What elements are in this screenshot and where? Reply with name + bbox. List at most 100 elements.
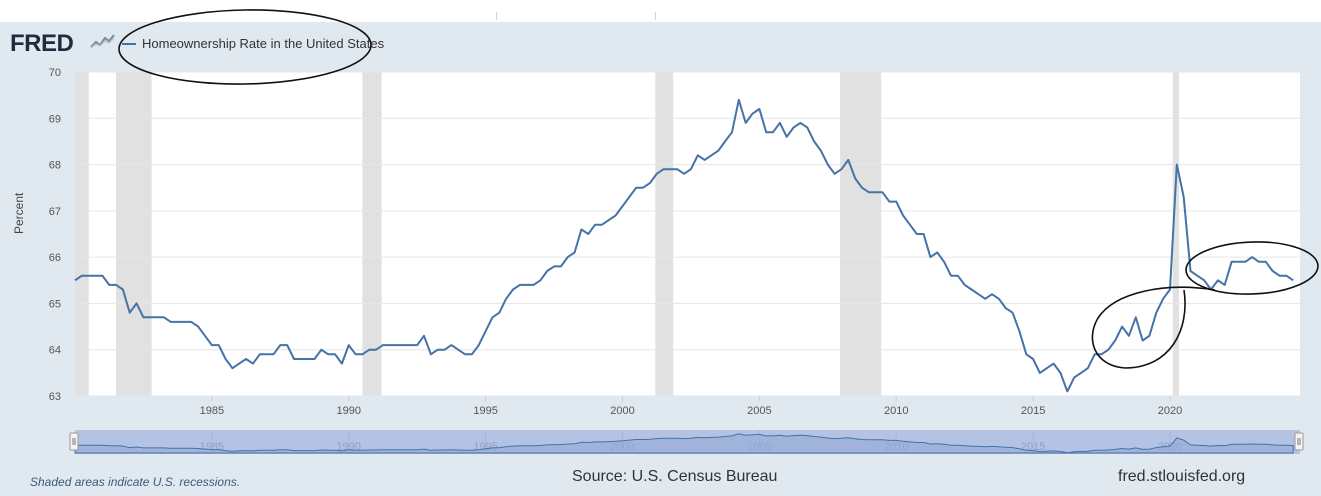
- recession-band: [1172, 72, 1180, 396]
- data-point: [265, 353, 268, 356]
- mini-chart-icon: [90, 34, 115, 49]
- data-point: [641, 186, 644, 189]
- data-point: [621, 205, 624, 208]
- legend-swatch: [122, 42, 136, 45]
- y-axis: 63 64 65 66 67 68 69 70: [49, 67, 61, 403]
- data-point: [149, 316, 152, 319]
- data-point: [792, 126, 795, 129]
- data-point: [135, 302, 138, 305]
- data-point: [970, 288, 973, 291]
- data-point: [826, 163, 829, 166]
- data-point: [765, 131, 768, 134]
- data-point: [710, 154, 713, 157]
- data-point: [689, 168, 692, 171]
- data-point: [1004, 306, 1007, 309]
- data-point: [1203, 279, 1206, 282]
- data-point: [409, 343, 412, 346]
- data-point: [477, 343, 480, 346]
- data-point: [813, 140, 816, 143]
- x-tick-label: 1995: [473, 405, 497, 417]
- navigator-right-handle[interactable]: [1294, 432, 1304, 451]
- data-point: [860, 186, 863, 189]
- data-point: [1127, 334, 1130, 337]
- data-point: [1100, 353, 1103, 356]
- data-point: [176, 320, 179, 323]
- navigator-left-handle[interactable]: [69, 432, 79, 451]
- data-point: [847, 158, 850, 161]
- data-point: [340, 362, 343, 365]
- data-point: [292, 357, 295, 360]
- data-point: [251, 362, 254, 365]
- site-url[interactable]: fred.stlouisfed.org: [1118, 468, 1246, 485]
- data-point: [272, 353, 275, 356]
- data-point: [628, 195, 631, 198]
- data-point: [956, 274, 959, 277]
- data-point: [217, 343, 220, 346]
- data-point: [422, 334, 425, 337]
- data-point: [1086, 367, 1089, 370]
- data-point: [552, 265, 555, 268]
- x-tick-label: 2005: [747, 405, 771, 417]
- data-point: [874, 191, 877, 194]
- data-point: [730, 131, 733, 134]
- data-point: [990, 293, 993, 296]
- data-point: [662, 168, 665, 171]
- data-point: [682, 172, 685, 175]
- data-point: [347, 343, 350, 346]
- data-point: [915, 232, 918, 235]
- data-point: [87, 274, 90, 277]
- data-point: [299, 357, 302, 360]
- data-point: [881, 191, 884, 194]
- data-point: [1216, 279, 1219, 282]
- data-point: [1079, 371, 1082, 374]
- data-point: [532, 283, 535, 286]
- data-point: [94, 274, 97, 277]
- data-point: [751, 112, 754, 115]
- data-point: [1107, 348, 1110, 351]
- data-point: [73, 279, 76, 282]
- data-point: [108, 283, 111, 286]
- data-point: [450, 343, 453, 346]
- recession-band: [840, 72, 882, 396]
- data-point: [559, 265, 562, 268]
- data-point: [231, 367, 234, 370]
- data-point: [190, 320, 193, 323]
- data-point: [949, 274, 952, 277]
- data-point: [436, 348, 439, 351]
- data-point: [1182, 195, 1185, 198]
- data-point: [429, 353, 432, 356]
- data-point: [840, 168, 843, 171]
- data-point: [320, 348, 323, 351]
- navigator-series: [74, 433, 1294, 454]
- data-point: [210, 343, 213, 346]
- data-point: [908, 223, 911, 226]
- data-point: [1032, 357, 1035, 360]
- navigator-area: [74, 433, 1294, 454]
- data-point: [1059, 371, 1062, 374]
- data-point: [778, 121, 781, 124]
- data-point: [375, 348, 378, 351]
- data-point: [539, 279, 542, 282]
- data-point: [1285, 274, 1288, 277]
- hand-drawn-annotations: [118, 9, 1319, 369]
- data-point: [306, 357, 309, 360]
- data-point: [1257, 260, 1260, 263]
- data-point: [1189, 269, 1192, 272]
- y-tick-label: 68: [49, 160, 61, 172]
- data-point: [1230, 260, 1233, 263]
- data-point: [737, 98, 740, 101]
- data-point: [128, 311, 131, 314]
- data-point: [771, 131, 774, 134]
- data-point: [463, 353, 466, 356]
- data-point: [142, 316, 145, 319]
- data-point: [600, 223, 603, 226]
- data-point: [1093, 353, 1096, 356]
- chart-legend[interactable]: Homeownership Rate in the United States: [122, 36, 384, 51]
- data-point: [286, 343, 289, 346]
- data-point: [1141, 339, 1144, 342]
- data-point: [669, 168, 672, 171]
- y-tick-label: 66: [49, 252, 61, 264]
- data-point: [785, 135, 788, 138]
- data-point: [313, 357, 316, 360]
